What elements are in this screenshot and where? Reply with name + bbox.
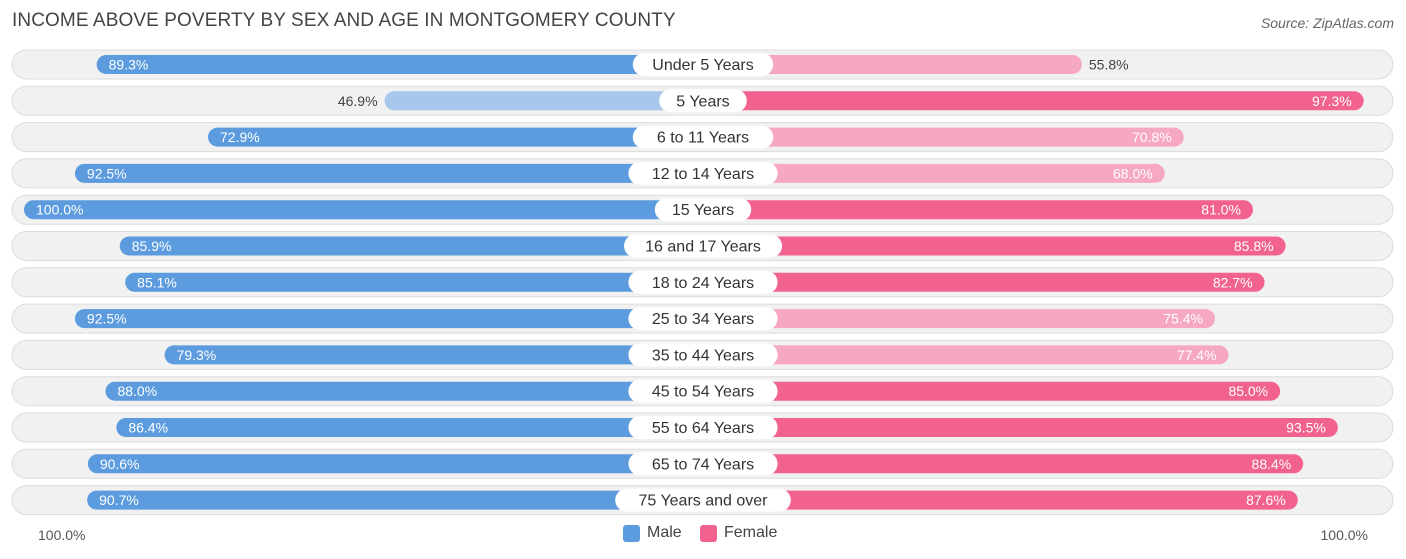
category-label: 65 to 74 Years [652,456,754,473]
category-label: 16 and 17 Years [645,239,761,256]
female-bar[interactable] [703,381,1281,401]
category-label-pill [628,452,778,476]
male-value-label: 89.3% [109,57,149,73]
legend-item-female[interactable]: Female [700,524,777,542]
female-bar[interactable] [703,418,1338,437]
category-label: 25 to 34 Years [652,311,754,328]
male-value-label: 92.5% [87,311,127,327]
female-value-label: 88.4% [1252,456,1292,472]
male-bar[interactable] [105,381,704,401]
category-label-pill [632,125,774,149]
female-bar[interactable] [703,91,1364,111]
category-label-pill [628,343,778,367]
male-value-label: 90.6% [100,456,140,472]
female-bar[interactable] [703,163,1165,183]
male-bar[interactable] [24,200,703,220]
female-value-label: 93.5% [1286,420,1326,436]
male-bar[interactable] [87,454,704,474]
male-value-label: 92.5% [87,165,127,181]
source-label: Source: ZipAtlas.com [1260,15,1394,31]
legend: Male Female [0,524,1406,546]
female-value-label: 87.6% [1246,492,1286,508]
category-label: 6 to 11 Years [657,130,749,147]
male-bar[interactable] [125,272,703,292]
category-label-pill [628,379,778,403]
category-label-pill [615,488,791,512]
category-label-pill [628,307,778,331]
category-label: 75 Years and over [639,493,769,510]
category-label: 15 Years [672,202,734,219]
female-bar[interactable] [703,236,1286,256]
chart-svg: 89.3% 55.8% Under 5 Years 46.9% 97.3% 5 Years… [11,49,1394,516]
male-bar[interactable] [87,490,704,510]
category-label: Under 5 Years [652,57,753,74]
category-label: 18 to 24 Years [652,275,754,292]
category-label: 55 to 64 Years [652,420,754,437]
male-value-label: 88.0% [117,383,157,399]
male-bar[interactable] [74,309,704,329]
male-value-label: 72.9% [220,129,260,145]
category-label-pill [628,161,778,185]
category-label-pill [654,198,752,222]
female-bar[interactable] [703,127,1184,147]
male-value-label: 86.4% [128,420,168,436]
female-bar[interactable] [703,272,1265,292]
category-label: 12 to 14 Years [652,166,754,183]
legend-label-female: Female [724,524,778,541]
male-value-label: 90.7% [99,492,139,508]
male-value-label: 85.9% [132,238,172,254]
male-bar[interactable] [116,418,704,437]
female-bar[interactable] [703,55,1082,74]
axis-left-label: 100.0% [38,527,86,543]
male-bar[interactable] [208,127,703,147]
chart-title: INCOME ABOVE POVERTY BY SEX AND AGE IN M… [12,10,676,31]
category-label-pill [624,234,782,258]
male-bar[interactable] [96,55,703,74]
male-bar[interactable] [164,345,704,365]
category-label-pill [632,53,774,76]
category-label: 45 to 54 Years [652,384,754,401]
male-bar[interactable] [384,91,703,111]
female-value-label: 68.0% [1113,165,1153,181]
category-label: 35 to 44 Years [652,347,754,364]
female-value-label: 85.0% [1228,383,1268,399]
category-label-pill [628,270,778,294]
female-bar[interactable] [703,490,1298,510]
female-value-label: 85.8% [1234,238,1274,254]
male-bar[interactable] [119,236,703,256]
female-bar[interactable] [703,454,1304,474]
female-bar[interactable] [703,345,1229,365]
category-label-pill [628,416,778,439]
female-value-label: 75.4% [1163,311,1203,327]
male-value-label: 85.1% [137,274,177,290]
legend-swatch-male [623,524,640,542]
female-value-label: 82.7% [1213,274,1253,290]
female-bar[interactable] [703,309,1215,329]
female-value-label: 55.8% [1089,57,1129,73]
male-value-label: 79.3% [177,347,217,363]
female-value-label: 70.8% [1132,129,1172,145]
female-value-label: 97.3% [1312,93,1352,109]
category-label: 5 Years [676,93,729,110]
male-value-label: 46.9% [338,93,378,109]
female-bar[interactable] [703,200,1253,220]
female-value-label: 81.0% [1201,202,1241,218]
female-value-label: 77.4% [1177,347,1217,363]
male-bar[interactable] [74,163,704,183]
axis-right-label: 100.0% [1320,527,1368,543]
legend-swatch-female [700,524,717,542]
legend-label-male: Male [647,524,682,541]
legend-item-male[interactable]: Male [623,524,682,542]
male-value-label: 100.0% [36,202,83,218]
category-label-pill [659,89,747,113]
